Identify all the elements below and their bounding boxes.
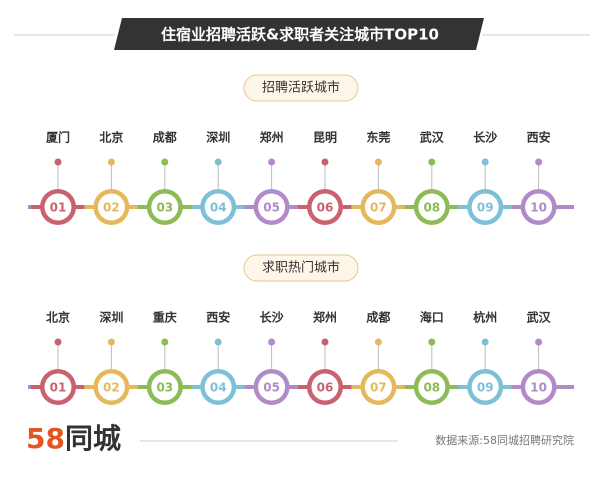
rank: 05 (263, 381, 280, 395)
section-pill (243, 254, 359, 282)
rank: 10 (530, 381, 547, 395)
dot (321, 338, 329, 346)
dot (268, 158, 276, 166)
dot (268, 338, 276, 346)
rank: 02 (103, 201, 120, 215)
city: 北京 (46, 310, 70, 325)
rank: 04 (210, 381, 227, 395)
city: 长沙 (473, 130, 497, 145)
city: 成都 (153, 130, 177, 145)
rank: 02 (103, 381, 120, 395)
dot (535, 338, 543, 346)
dot (107, 338, 115, 346)
title-banner (114, 18, 484, 50)
rank: 01 (50, 201, 67, 215)
city: 重庆 (153, 310, 177, 325)
rank: 04 (210, 201, 227, 215)
rank-inner (151, 373, 179, 401)
rank-inner (97, 373, 125, 401)
section-label: 求职热门城市 (262, 260, 340, 276)
rank-inner (151, 193, 179, 221)
city: 武汉 (420, 130, 445, 145)
section-label: 招聘活跃城市 (262, 80, 340, 96)
logo-number: 58 (26, 422, 65, 455)
city: 深圳 (99, 310, 123, 325)
city: 厦门 (46, 130, 70, 145)
rank: 03 (156, 201, 173, 215)
rank-inner (311, 373, 339, 401)
rank-inner (258, 373, 286, 401)
rank: 05 (263, 201, 280, 215)
city: 海口 (420, 310, 444, 325)
dot (107, 158, 115, 166)
rank-inner (471, 373, 499, 401)
rank-inner (525, 193, 553, 221)
rank: 07 (370, 201, 387, 215)
dot (321, 158, 329, 166)
rank-inner (44, 373, 72, 401)
rank-inner (418, 373, 446, 401)
dot (481, 158, 489, 166)
city: 长沙 (260, 310, 284, 325)
rank-inner (364, 193, 392, 221)
dot (54, 338, 62, 346)
rank: 10 (530, 201, 547, 215)
city: 郑州 (260, 130, 284, 145)
dot (161, 158, 169, 166)
rank-inner (471, 193, 499, 221)
rank: 06 (317, 201, 334, 215)
dot (214, 338, 222, 346)
dot (428, 158, 436, 166)
dot (214, 158, 222, 166)
dot (54, 158, 62, 166)
dot (535, 158, 543, 166)
city: 杭州 (473, 310, 497, 325)
rank-inner (418, 193, 446, 221)
dot (374, 338, 382, 346)
rank: 08 (423, 381, 440, 395)
title: 住宿业招聘活跃&求职者关注城市TOP10 (161, 26, 439, 44)
rank: 09 (477, 381, 494, 395)
dot (161, 338, 169, 346)
source: 数据来源:58同城招聘研究院 (435, 433, 574, 447)
dot (374, 158, 382, 166)
dot (428, 338, 436, 346)
rank-inner (525, 373, 553, 401)
city: 郑州 (313, 310, 337, 325)
rank: 06 (317, 381, 334, 395)
rank-inner (204, 193, 232, 221)
rank: 01 (50, 381, 67, 395)
rank-inner (204, 373, 232, 401)
city: 北京 (99, 130, 123, 145)
city: 成都 (366, 310, 390, 325)
rank-inner (311, 193, 339, 221)
city: 昆明 (313, 131, 337, 145)
city: 武汉 (527, 310, 552, 325)
city: 东莞 (366, 130, 390, 145)
rank: 03 (156, 381, 173, 395)
rank-inner (44, 193, 72, 221)
rank: 07 (370, 381, 387, 395)
rank-inner (258, 193, 286, 221)
city: 深圳 (206, 130, 230, 145)
rank-inner (97, 193, 125, 221)
section-pill (243, 74, 359, 102)
rank-inner (364, 373, 392, 401)
dot (481, 338, 489, 346)
city: 西安 (527, 130, 551, 145)
rank: 09 (477, 201, 494, 215)
logo: 58同城 (26, 422, 121, 455)
rank: 08 (423, 201, 440, 215)
logo-name: 同城 (65, 422, 121, 455)
city: 西安 (206, 310, 230, 325)
